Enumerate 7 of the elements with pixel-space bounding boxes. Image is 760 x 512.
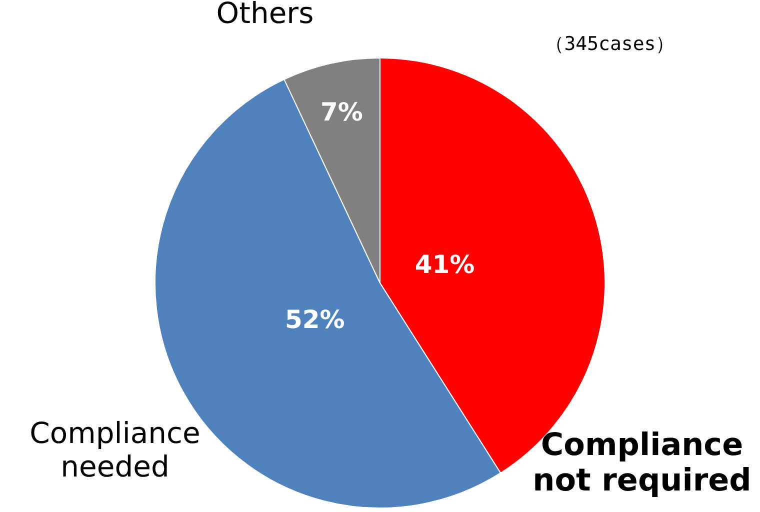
data-label: 41%	[414, 250, 475, 280]
text: （345cases）	[545, 33, 675, 55]
slice-label: Compliance needed	[30, 416, 200, 484]
data-label: 7%	[320, 98, 363, 127]
slice-label: Compliance not required	[532, 427, 752, 499]
slice-label: Others	[216, 0, 314, 30]
data-label: 52%	[285, 304, 345, 334]
